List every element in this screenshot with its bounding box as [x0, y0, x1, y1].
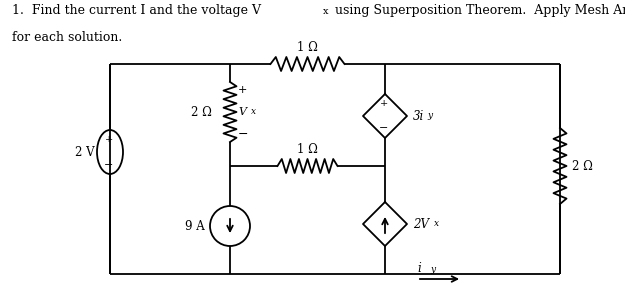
Text: 9 A: 9 A	[185, 220, 205, 233]
Text: x: x	[251, 108, 256, 116]
Text: 2 Ω: 2 Ω	[191, 106, 212, 118]
Text: −: −	[104, 160, 114, 170]
Text: −: −	[379, 123, 389, 133]
Text: x: x	[434, 220, 439, 228]
Text: i: i	[417, 263, 421, 275]
Text: 2 V: 2 V	[76, 146, 95, 158]
Text: for each solution.: for each solution.	[12, 31, 123, 44]
Text: 2 Ω: 2 Ω	[572, 160, 593, 173]
Text: −: −	[238, 128, 249, 141]
Text: 1.  Find the current I and the voltage V: 1. Find the current I and the voltage V	[12, 4, 261, 17]
Text: x: x	[322, 7, 328, 16]
Text: 2V: 2V	[413, 218, 429, 230]
Text: +: +	[238, 85, 248, 95]
Text: 1 Ω: 1 Ω	[297, 143, 318, 156]
Text: V: V	[238, 107, 246, 117]
Text: using Superposition Theorem.  Apply Mesh Analysis: using Superposition Theorem. Apply Mesh …	[331, 4, 625, 17]
Text: +: +	[105, 134, 113, 143]
Text: y: y	[430, 265, 435, 273]
Text: y: y	[427, 111, 432, 121]
Text: 1 Ω: 1 Ω	[297, 41, 318, 54]
Text: +: +	[380, 99, 388, 108]
Text: 3i: 3i	[413, 109, 424, 123]
